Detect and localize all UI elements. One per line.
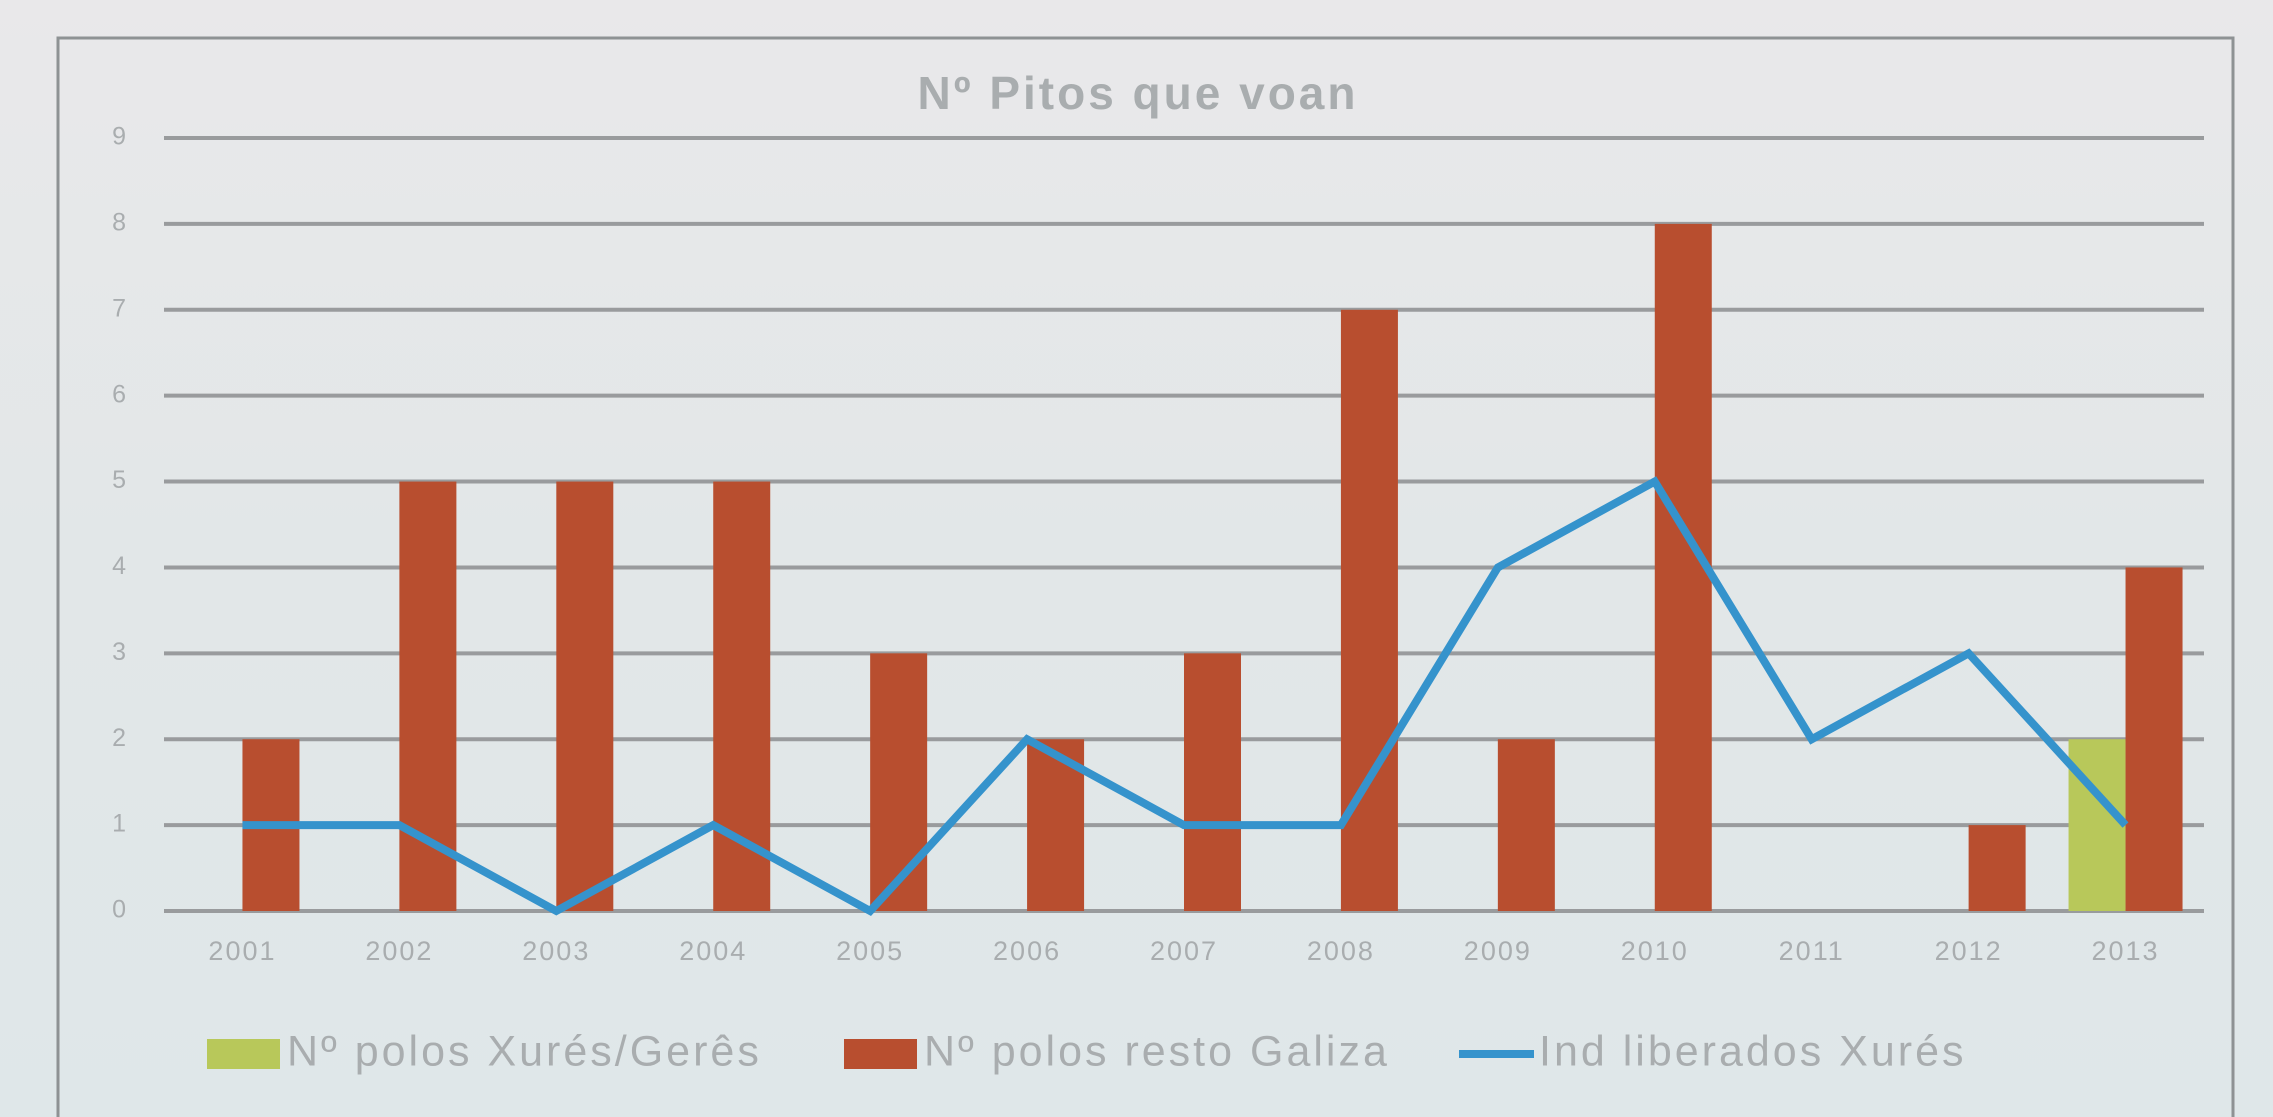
x-tick-label: 2003 — [522, 936, 590, 966]
y-tick-label: 8 — [112, 208, 126, 236]
bar — [870, 653, 927, 911]
x-tick-label: 2002 — [365, 936, 433, 966]
x-tick-label: 2005 — [836, 936, 904, 966]
x-tick-label: 2001 — [208, 936, 276, 966]
chart-title: Nº Pitos que voan — [918, 67, 1359, 119]
bar — [1184, 653, 1241, 911]
y-tick-label: 4 — [112, 552, 126, 580]
x-tick-label: 2006 — [993, 936, 1061, 966]
bar — [713, 482, 770, 911]
legend-label: Nº polos resto Galiza — [924, 1027, 1390, 1075]
x-tick-label: 2007 — [1150, 936, 1218, 966]
bar — [556, 482, 613, 911]
x-tick-label: 2013 — [2091, 936, 2159, 966]
y-tick-label: 3 — [112, 638, 126, 666]
y-tick-label: 5 — [112, 466, 126, 494]
chart: Nº Pitos que voan 0 1 2 3 4 5 6 7 8 9 2001 2002 2003… — [0, 0, 2273, 1117]
y-tick-label: 7 — [112, 294, 126, 322]
y-tick-label: 1 — [112, 810, 126, 838]
y-tick-label: 9 — [112, 123, 126, 151]
y-tick-label: 2 — [112, 724, 126, 752]
bar — [2126, 567, 2183, 911]
x-tick-label: 2008 — [1307, 936, 1375, 966]
bar — [399, 482, 456, 911]
legend-label: Nº polos Xurés/Gerês — [287, 1027, 762, 1075]
legend-label: Ind liberados Xurés — [1539, 1027, 1967, 1075]
page: {"chart_data": {"type": "bar+line", "tit… — [0, 0, 2273, 1117]
x-tick-label: 2010 — [1621, 936, 1689, 966]
bar — [1969, 825, 2026, 911]
x-tick-label: 2012 — [1935, 936, 2003, 966]
legend-swatch — [844, 1039, 917, 1069]
bar — [2069, 739, 2126, 911]
legend-swatch — [207, 1039, 280, 1069]
y-tick-label: 0 — [112, 896, 126, 924]
x-tick-label: 2004 — [679, 936, 747, 966]
x-tick-label: 2011 — [1779, 936, 1845, 966]
x-tick-label: 2009 — [1464, 936, 1532, 966]
bar — [1498, 739, 1555, 911]
bar — [1341, 310, 1398, 911]
y-tick-label: 6 — [112, 380, 126, 408]
